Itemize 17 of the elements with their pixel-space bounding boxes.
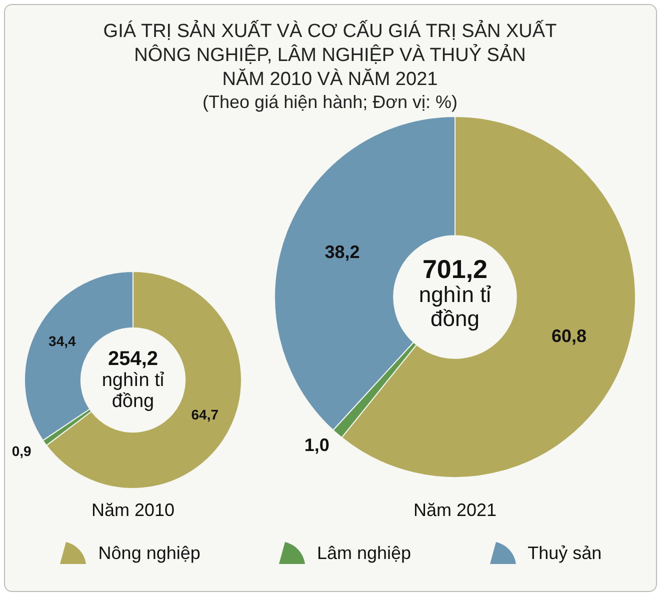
text: 254,2 bbox=[106, 348, 160, 370]
text: 701,2 bbox=[421, 254, 489, 284]
legend-label: Thuỷ sản bbox=[528, 542, 602, 564]
text: Năm 2010 bbox=[90, 500, 176, 521]
data-label: 34,4 bbox=[48, 333, 76, 350]
data-label: 0,9 bbox=[12, 443, 32, 460]
legend-label: Nông nghiệp bbox=[98, 542, 200, 564]
data-label: 1,0 bbox=[304, 434, 330, 455]
data-label: 60,8 bbox=[552, 326, 587, 346]
chart-title: GIÁ TRỊ SẢN XUẤT VÀ CƠ CẤU GIÁ TRỊ SẢN XUẤT NÔNG NGHIỆP, LÂM NGHIỆP VÀ THUỶ SẢN NĂM 2010 VÀ NĂM 2021 bbox=[102, 20, 558, 92]
text: nghìn tỉ đồng bbox=[100, 370, 166, 412]
text: nghìn tỉ đồng bbox=[418, 282, 492, 332]
data-label: 64,7 bbox=[191, 406, 219, 423]
text: Năm 2021 bbox=[412, 500, 498, 521]
chart-subtitle: (Theo giá hiện hành; Đơn vị: %) bbox=[202, 92, 458, 113]
data-label: 38,2 bbox=[324, 242, 360, 262]
legend-label: Lâm nghiệp bbox=[316, 542, 412, 564]
